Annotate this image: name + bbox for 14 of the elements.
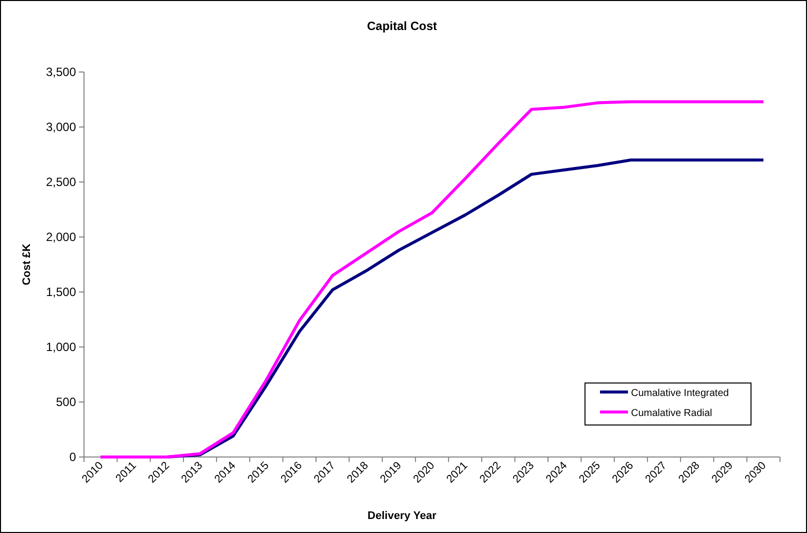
chart-title: Capital Cost [366, 19, 438, 33]
y-tick-label: 3,000 [46, 120, 76, 134]
x-axis-title: Delivery Year [368, 510, 438, 522]
y-tick-label: 0 [69, 450, 76, 464]
legend-label: Cumalative Radial [631, 408, 712, 419]
y-tick-label: 2,000 [46, 230, 76, 244]
y-tick-label: 3,500 [46, 65, 76, 79]
legend-label: Cumalative Integrated [631, 388, 729, 399]
line-series [99, 100, 765, 458]
y-tick-label: 500 [56, 395, 76, 409]
y-tick-label: 1,000 [46, 340, 76, 354]
y-tick-label: 1,500 [46, 285, 76, 299]
y-axis-title: Cost £K [21, 244, 33, 286]
y-tick-label: 2,500 [46, 175, 76, 189]
